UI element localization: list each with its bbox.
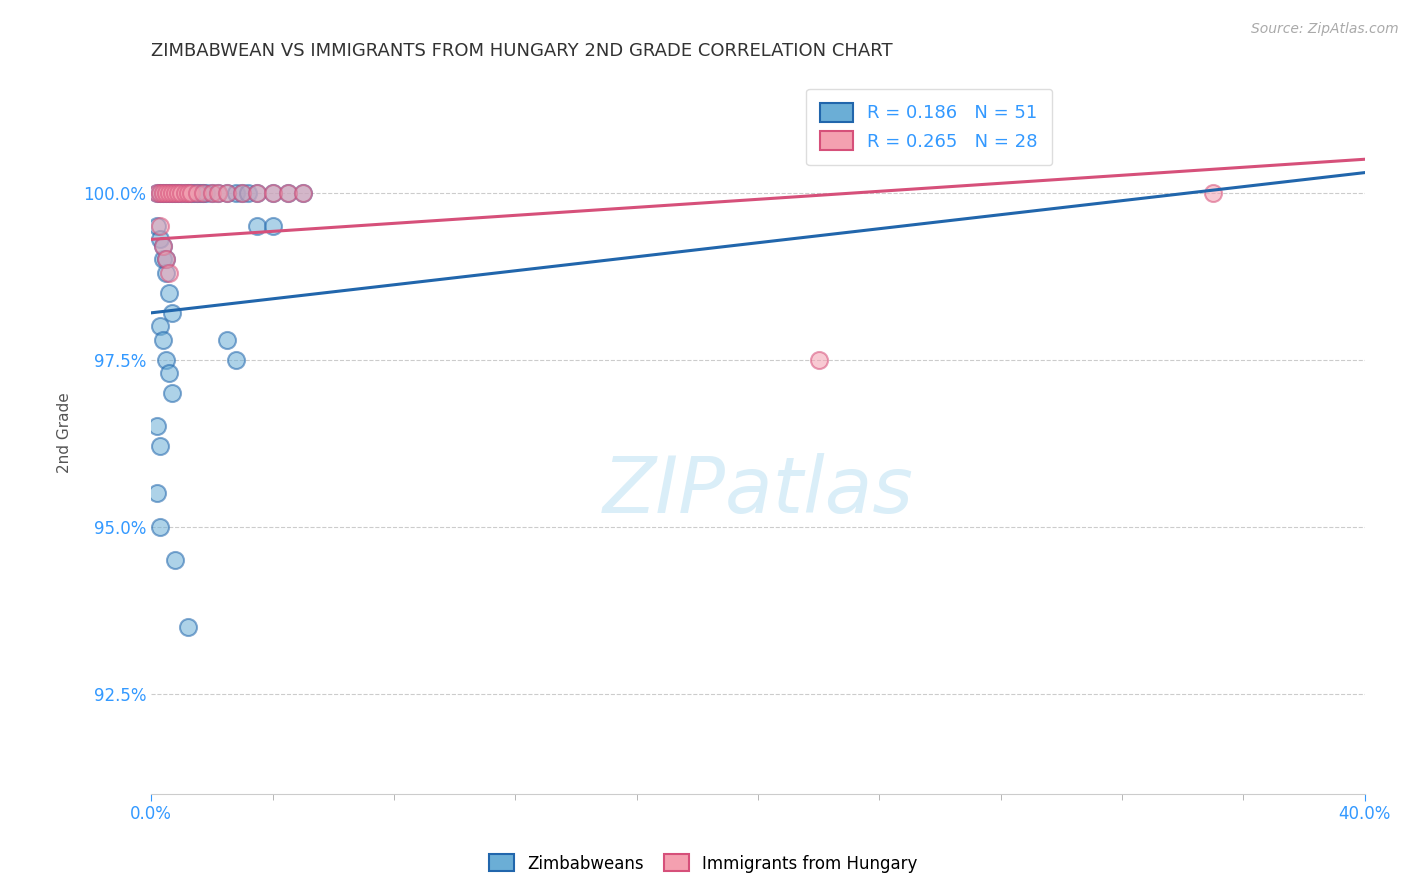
Point [152,186,174,200]
Point [1202,186,1225,200]
Point [807,352,830,367]
Point [165,186,187,200]
Point [162,186,184,200]
Point [176,620,198,634]
Point [291,186,314,200]
Point [176,186,198,200]
Point [207,186,229,200]
Point [155,252,177,267]
Point [149,519,172,533]
Point [173,186,195,200]
Text: ZIPatlas: ZIPatlas [603,453,914,529]
Point [155,252,177,267]
Point [165,186,187,200]
Point [238,186,260,200]
Point [162,186,184,200]
Point [152,239,174,253]
Point [157,186,180,200]
Point [180,186,202,200]
Point [157,366,180,380]
Point [162,386,184,401]
Point [152,239,174,253]
Point [246,186,269,200]
Point [231,186,253,200]
Point [246,219,269,233]
Point [262,219,284,233]
Point [176,186,198,200]
Point [152,252,174,267]
Y-axis label: 2nd Grade: 2nd Grade [58,392,72,474]
Point [149,186,172,200]
Point [152,333,174,347]
Point [165,553,187,567]
Point [155,186,177,200]
Point [149,186,172,200]
Point [191,186,214,200]
Point [155,266,177,280]
Point [225,186,247,200]
Point [146,186,169,200]
Point [201,186,224,200]
Point [191,186,214,200]
Point [157,266,180,280]
Point [167,186,190,200]
Point [149,319,172,334]
Point [201,186,224,200]
Point [170,186,193,200]
Point [186,186,208,200]
Point [262,186,284,200]
Text: ZIMBABWEAN VS IMMIGRANTS FROM HUNGARY 2ND GRADE CORRELATION CHART: ZIMBABWEAN VS IMMIGRANTS FROM HUNGARY 2N… [152,42,893,60]
Point [157,186,180,200]
Point [188,186,211,200]
Point [277,186,299,200]
Point [225,352,247,367]
Point [162,306,184,320]
Point [146,186,169,200]
Point [194,186,217,200]
Point [149,232,172,246]
Point [149,439,172,453]
Point [180,186,202,200]
Point [155,352,177,367]
Point [173,186,195,200]
Point [246,186,269,200]
Point [183,186,205,200]
Point [146,219,169,233]
Point [167,186,190,200]
Point [170,186,193,200]
Point [157,285,180,300]
Legend: Zimbabweans, Immigrants from Hungary: Zimbabweans, Immigrants from Hungary [482,847,924,880]
Point [146,486,169,500]
Point [215,333,238,347]
Legend: R = 0.186   N = 51, R = 0.265   N = 28: R = 0.186 N = 51, R = 0.265 N = 28 [806,88,1052,165]
Point [207,186,229,200]
Point [149,219,172,233]
Text: Source: ZipAtlas.com: Source: ZipAtlas.com [1251,22,1399,37]
Point [215,186,238,200]
Point [186,186,208,200]
Point [155,186,177,200]
Point [231,186,253,200]
Point [146,419,169,434]
Point [277,186,299,200]
Point [215,186,238,200]
Point [291,186,314,200]
Point [262,186,284,200]
Point [152,186,174,200]
